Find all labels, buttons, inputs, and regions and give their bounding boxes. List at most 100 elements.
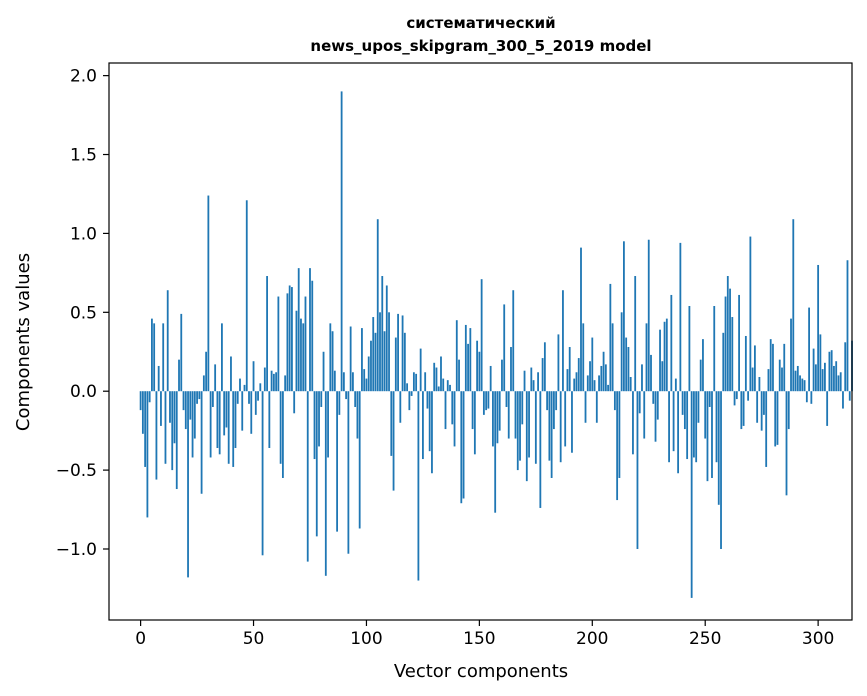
bar-181: [548, 391, 551, 461]
bar-262: [731, 317, 734, 392]
bar-213: [620, 312, 623, 392]
bar-211: [616, 391, 619, 501]
bar-254: [713, 306, 716, 392]
bar-77: [313, 391, 316, 460]
bar-261: [729, 288, 731, 392]
bar-311: [842, 391, 844, 409]
bar-287: [787, 391, 790, 430]
bar-288: [790, 318, 792, 392]
bar-247: [697, 391, 700, 423]
bar-166: [514, 391, 517, 439]
bar-119: [408, 391, 411, 411]
bar-189: [566, 369, 569, 392]
bar-224: [645, 323, 648, 392]
bar-147: [471, 391, 474, 430]
bar-167: [516, 391, 519, 471]
bar-130: [433, 362, 436, 392]
bar-146: [469, 328, 472, 392]
bar-204: [600, 365, 603, 392]
bar-65: [286, 293, 289, 392]
bar-70: [297, 268, 300, 392]
bar-99: [363, 369, 366, 392]
bar-47: [245, 200, 248, 392]
bar-10: [162, 323, 165, 392]
bar-223: [643, 391, 646, 439]
bar-50: [252, 361, 255, 392]
bar-56: [266, 276, 268, 392]
bar-275: [760, 391, 763, 431]
bar-310: [839, 372, 842, 392]
bar-68: [293, 391, 296, 414]
bar-168: [519, 391, 521, 461]
bar-208: [609, 283, 612, 392]
bar-148: [473, 391, 476, 455]
bar-101: [367, 356, 370, 392]
bar-283: [778, 359, 781, 392]
bar-209: [611, 323, 614, 392]
bar-276: [763, 391, 765, 415]
bar-231: [661, 361, 664, 392]
bar-82: [324, 391, 327, 576]
y-axis-label: Components values: [13, 253, 34, 431]
bar-107: [381, 276, 384, 392]
bar-37: [223, 391, 226, 436]
bar-7: [155, 391, 158, 480]
bar-193: [575, 372, 578, 392]
bar-62: [279, 391, 282, 464]
bar-31: [209, 391, 212, 458]
bar-196: [582, 323, 585, 392]
bar-210: [613, 391, 616, 411]
bar-190: [568, 347, 571, 392]
bar-258: [722, 332, 725, 392]
bar-266: [740, 391, 743, 430]
bar-236: [672, 391, 675, 452]
bar-265: [738, 294, 740, 392]
bar-156: [492, 391, 494, 447]
bar-32: [211, 391, 214, 407]
bar-22: [189, 391, 192, 420]
bar-143: [462, 391, 465, 499]
bar-39: [227, 391, 230, 464]
bar-306: [830, 350, 833, 392]
bar-55: [263, 367, 266, 392]
bar-58: [270, 370, 273, 392]
chart-title: систематический news_upos_skipgram_300_5…: [310, 14, 651, 55]
bar-76: [311, 280, 314, 392]
x-tick-label: 300: [802, 629, 834, 649]
bar-20: [184, 391, 187, 430]
x-tick-label: 250: [689, 629, 721, 649]
bar-216: [627, 347, 630, 392]
bar-124: [419, 348, 422, 392]
bar-86: [333, 370, 336, 392]
bar-9: [160, 391, 162, 426]
y-tick-label: 0.5: [70, 303, 97, 323]
bar-13: [169, 391, 171, 423]
bar-109: [385, 285, 388, 392]
bar-299: [814, 364, 817, 392]
bar-139: [453, 391, 456, 447]
bar-140: [455, 320, 458, 392]
bar-44: [239, 378, 241, 392]
bar-277: [765, 391, 768, 467]
bar-248: [699, 359, 702, 392]
bar-314: [848, 391, 851, 401]
bar-219: [634, 276, 637, 392]
bar-285: [783, 343, 786, 392]
bar-218: [632, 391, 634, 455]
bar-92: [347, 391, 350, 554]
bar-263: [733, 391, 736, 406]
bar-122: [415, 373, 418, 392]
bar-19: [182, 391, 185, 411]
bar-131: [435, 367, 438, 392]
bar-93: [349, 326, 352, 392]
bar-274: [758, 377, 761, 392]
bar-260: [726, 276, 729, 392]
bar-195: [580, 247, 582, 392]
bar-114: [397, 313, 399, 392]
x-tick-label: 100: [350, 629, 382, 649]
x-tick-label: 50: [243, 629, 265, 649]
y-tick-label: −0.5: [56, 461, 97, 481]
bar-12: [166, 290, 169, 392]
bar-297: [810, 391, 813, 404]
bar-84: [329, 323, 332, 392]
